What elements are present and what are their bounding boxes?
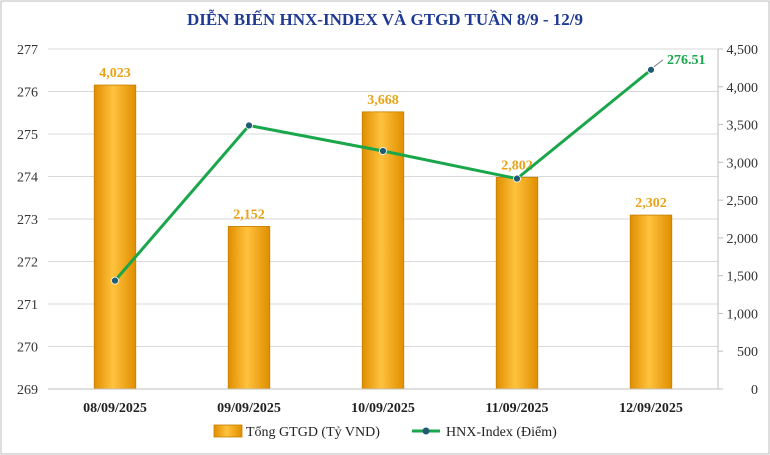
line-point xyxy=(647,65,655,74)
legend-line-label: HNX-Index (Điểm) xyxy=(446,425,557,440)
category-label: 09/09/2025 xyxy=(217,401,281,416)
bar-value-label: 3,668 xyxy=(367,93,399,108)
category-label: 10/09/2025 xyxy=(351,401,415,416)
right-tick-label: 1,000 xyxy=(727,307,759,322)
right-axis: 0 500 1,000 1,500 2,000 2,500 3,000 3,500 4,000 4… xyxy=(717,43,759,398)
line-point xyxy=(379,147,387,155)
right-tick-label: 2,000 xyxy=(727,232,759,247)
right-tick-label: 500 xyxy=(737,345,758,360)
line-series: 276.51 xyxy=(111,53,706,285)
bar xyxy=(629,214,673,390)
line-point xyxy=(513,174,521,183)
bar-value-label: 4,023 xyxy=(99,66,131,81)
line-point xyxy=(111,276,119,285)
bar xyxy=(93,84,137,390)
left-tick-label: 273 xyxy=(17,213,38,228)
legend-bar-swatch xyxy=(213,424,243,438)
right-tick-label: 3,000 xyxy=(727,156,759,171)
bar xyxy=(361,111,405,390)
legend-line-marker xyxy=(422,427,430,435)
right-tick-label: 2,500 xyxy=(727,194,759,209)
legend-bar-label: Tổng GTGD (Tỷ VND) xyxy=(246,425,380,440)
bar-value-label: 2,302 xyxy=(635,196,667,211)
right-tick-label: 4,500 xyxy=(727,43,759,58)
line-value-label: 276.51 xyxy=(667,53,706,68)
left-tick-label: 269 xyxy=(17,383,38,398)
left-tick-label: 276 xyxy=(17,86,38,101)
right-tick-label: 0 xyxy=(751,383,758,398)
left-axis: 269 270 271 272 273 274 275 276 277 xyxy=(17,43,38,398)
right-tick-label: 3,500 xyxy=(727,119,759,134)
left-tick-label: 270 xyxy=(17,341,38,356)
line-point xyxy=(245,121,253,130)
left-tick-label: 274 xyxy=(17,171,38,186)
bar xyxy=(495,176,539,390)
left-tick-label: 271 xyxy=(17,298,38,313)
legend: Tổng GTGD (Tỷ VND) HNX-Index (Điểm) xyxy=(213,424,557,440)
left-tick-label: 272 xyxy=(17,256,38,271)
x-axis: 08/09/2025 09/09/2025 10/09/2025 11/09/2025… xyxy=(48,388,718,416)
left-tick-label: 277 xyxy=(17,43,38,58)
bar xyxy=(227,226,271,390)
bar-value-label: 2,802 xyxy=(501,158,533,173)
category-label: 12/09/2025 xyxy=(619,401,683,416)
bar-series: 4,023 2,152 3,668 2,802 2,302 xyxy=(93,66,673,390)
category-label: 08/09/2025 xyxy=(83,401,147,416)
right-tick-label: 1,500 xyxy=(727,270,759,285)
right-tick-label: 4,000 xyxy=(727,81,759,96)
label-leader xyxy=(653,59,664,68)
chart-title: DIỄN BIẾN HNX-INDEX VÀ GTGD TUẦN 8/9 - 1… xyxy=(187,10,583,29)
category-label: 11/09/2025 xyxy=(485,401,548,416)
bar-value-label: 2,152 xyxy=(233,207,265,222)
left-tick-label: 275 xyxy=(17,128,38,143)
